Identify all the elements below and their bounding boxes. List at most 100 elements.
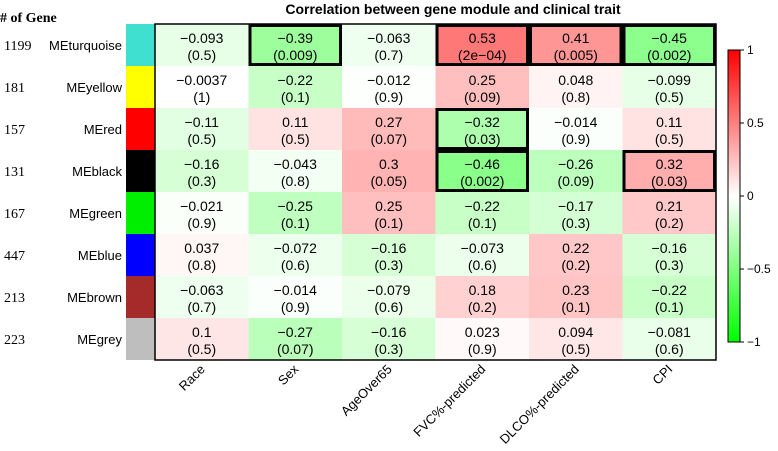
p-value: (1) bbox=[193, 89, 210, 105]
correlation-value: 0.11 bbox=[282, 114, 308, 130]
gene-count-mered: 157 bbox=[4, 123, 25, 138]
column-label-sex: Sex bbox=[275, 361, 302, 388]
p-value: (0.1) bbox=[561, 299, 590, 315]
correlation-value: 0.1 bbox=[192, 324, 212, 340]
heatmap-cell bbox=[248, 234, 342, 276]
correlation-value: −0.45 bbox=[652, 30, 688, 46]
p-value: (0.6) bbox=[468, 257, 497, 273]
correlation-value: −0.46 bbox=[465, 156, 501, 172]
correlation-value: −0.0037 bbox=[176, 72, 227, 88]
heatmap-cell bbox=[155, 192, 249, 234]
correlation-value: 0.3 bbox=[379, 156, 399, 172]
heatmap-cell bbox=[622, 108, 716, 150]
gene-count-megreen: 167 bbox=[4, 207, 25, 222]
p-value: (0.2) bbox=[561, 257, 590, 273]
module-color-megreen bbox=[126, 192, 155, 234]
p-value: (0.1) bbox=[281, 215, 310, 231]
p-value: (0.09) bbox=[557, 173, 594, 189]
p-value: (0.1) bbox=[468, 215, 497, 231]
heatmap-cell bbox=[435, 276, 529, 318]
heatmap-cell bbox=[342, 192, 436, 234]
correlation-value: −0.014 bbox=[274, 282, 317, 298]
colorbar-tick-label: 0 bbox=[747, 189, 754, 203]
significance-box bbox=[435, 150, 529, 192]
p-value: (0.5) bbox=[561, 341, 590, 357]
heatmap-cell bbox=[155, 150, 249, 192]
module-color-meblue bbox=[126, 234, 155, 276]
p-value: (0.1) bbox=[374, 215, 403, 231]
heatmap-cell bbox=[342, 150, 436, 192]
correlation-value: −0.063 bbox=[180, 282, 223, 298]
significant-cell-highlights bbox=[248, 24, 716, 192]
p-value: (0.005) bbox=[554, 47, 598, 63]
heatmap-cell bbox=[622, 24, 716, 66]
module-label-meblue: MEblue bbox=[78, 248, 122, 263]
heatmap-cell bbox=[622, 234, 716, 276]
p-value: (0.9) bbox=[374, 89, 403, 105]
heatmap-cell bbox=[435, 24, 529, 66]
module-color-megrey bbox=[126, 318, 155, 360]
colorbar bbox=[727, 49, 741, 343]
module-color-meyellow bbox=[126, 66, 155, 108]
module-color-mebrown bbox=[126, 276, 155, 318]
correlation-value: 0.11 bbox=[656, 114, 682, 130]
p-value: (0.1) bbox=[655, 299, 684, 315]
module-color-meblack bbox=[126, 150, 155, 192]
significance-box bbox=[622, 150, 716, 192]
correlation-value: 0.094 bbox=[558, 324, 593, 340]
heatmap-cell bbox=[435, 108, 529, 150]
p-value: (0.5) bbox=[187, 131, 216, 147]
heatmap-cell bbox=[155, 108, 249, 150]
correlation-value: 0.41 bbox=[562, 30, 589, 46]
p-value: (0.07) bbox=[370, 131, 407, 147]
correlation-value: 0.25 bbox=[469, 72, 496, 88]
gene-count-meyellow: 181 bbox=[4, 81, 25, 96]
module-label-meyellow: MEyellow bbox=[66, 80, 122, 95]
module-label-mered: MEred bbox=[84, 122, 122, 137]
significance-box bbox=[529, 24, 623, 66]
correlation-value: −0.014 bbox=[554, 114, 597, 130]
heatmap-cell bbox=[342, 318, 436, 360]
colorbar-tick-label: 0.5 bbox=[747, 116, 764, 130]
p-value: (0.6) bbox=[374, 299, 403, 315]
gene-count-megrey: 223 bbox=[4, 333, 25, 348]
module-label-megreen: MEgreen bbox=[69, 206, 122, 221]
p-value: (0.8) bbox=[561, 89, 590, 105]
correlation-value: −0.16 bbox=[184, 156, 220, 172]
heatmap-cell bbox=[248, 276, 342, 318]
correlation-value: −0.093 bbox=[180, 30, 223, 46]
p-value: (0.002) bbox=[460, 173, 504, 189]
heatmap-cell bbox=[622, 192, 716, 234]
gene-count-header: # of Gene bbox=[0, 11, 57, 26]
correlation-value: −0.16 bbox=[652, 240, 688, 256]
gene-count-meturquoise: 1199 bbox=[4, 39, 31, 54]
heatmap-cell bbox=[529, 192, 623, 234]
p-value: (2e−04) bbox=[458, 47, 507, 63]
gene-count-meblue: 447 bbox=[4, 249, 25, 264]
correlation-value: 0.037 bbox=[184, 240, 219, 256]
p-value: (0.3) bbox=[655, 257, 684, 273]
p-value: (0.5) bbox=[655, 89, 684, 105]
heatmap-cell bbox=[435, 192, 529, 234]
significance-box bbox=[248, 24, 342, 66]
heatmap-cell bbox=[155, 318, 249, 360]
heatmap-cells: −0.093(0.5)−0.39(0.009)−0.063(0.7)0.53(2… bbox=[155, 24, 716, 360]
heatmap-cell bbox=[529, 66, 623, 108]
heatmap-cell bbox=[342, 276, 436, 318]
p-value: (0.5) bbox=[655, 131, 684, 147]
correlation-value: −0.32 bbox=[465, 114, 501, 130]
column-label-fvc-predicted: FVC%-predicted bbox=[410, 362, 488, 440]
correlation-value: 0.25 bbox=[375, 198, 402, 214]
module-label-megrey: MEgrey bbox=[77, 332, 122, 347]
p-value: (0.9) bbox=[187, 215, 216, 231]
heatmap-cell bbox=[529, 24, 623, 66]
p-value: (0.9) bbox=[281, 299, 310, 315]
p-value: (0.7) bbox=[374, 47, 403, 63]
p-value: (0.09) bbox=[464, 89, 501, 105]
column-label-ageover65: AgeOver65 bbox=[338, 362, 395, 419]
heatmap-cell bbox=[342, 24, 436, 66]
significance-box bbox=[622, 24, 716, 66]
heatmap-cell bbox=[622, 318, 716, 360]
correlation-value: −0.22 bbox=[465, 198, 501, 214]
